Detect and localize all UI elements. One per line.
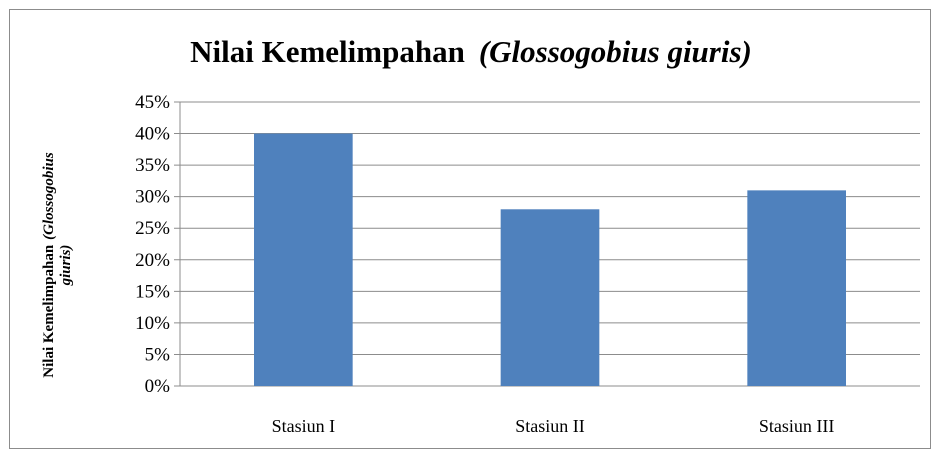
chart-title-main: Nilai Kemelimpahan xyxy=(190,34,465,69)
bars xyxy=(254,133,846,386)
y-tick-label: 40% xyxy=(135,124,170,145)
y-axis-label: Nilai Kemelimpahan (Glossogobius giuris) xyxy=(41,152,74,378)
y-axis-label-italic: (Glossogobius xyxy=(41,152,57,240)
x-tick-labels: Stasiun I Stasiun II Stasiun III xyxy=(272,416,835,436)
y-tick-label: 30% xyxy=(135,187,170,208)
y-tick-labels: 0% 5% 10% 15% 20% 25% 30% 35% 40% 45% xyxy=(135,92,170,397)
bar-stasiun-i xyxy=(254,133,353,386)
chart-title: Nilai Kemelimpahan (Glossogobius giuris) xyxy=(190,34,752,69)
chart-frame: Nilai Kemelimpahan (Glossogobius giuris) … xyxy=(9,9,931,449)
y-tick-label: 45% xyxy=(135,92,170,113)
y-axis-label-line1: Nilai Kemelimpahan (Glossogobius xyxy=(41,152,57,378)
y-axis-label-main: Nilai Kemelimpahan xyxy=(41,244,57,378)
x-tick-label: Stasiun I xyxy=(272,416,336,436)
x-tick-label: Stasiun II xyxy=(515,416,585,436)
y-tick-label: 10% xyxy=(135,313,170,334)
y-tick-label: 25% xyxy=(135,218,170,239)
bar-stasiun-iii xyxy=(747,190,846,386)
chart-svg: Nilai Kemelimpahan (Glossogobius giuris) … xyxy=(41,34,920,436)
y-tick-label: 15% xyxy=(135,281,170,302)
bar-stasiun-ii xyxy=(500,209,600,386)
y-axis-label-line2: giuris) xyxy=(58,245,74,287)
chart-title-italic: (Glossogobius giuris) xyxy=(479,34,752,69)
y-tick-label: 5% xyxy=(145,344,171,365)
y-tick-label: 20% xyxy=(135,250,170,271)
y-tick-label: 35% xyxy=(135,155,170,176)
x-tick-label: Stasiun III xyxy=(759,416,835,436)
y-tick-label: 0% xyxy=(145,376,171,397)
